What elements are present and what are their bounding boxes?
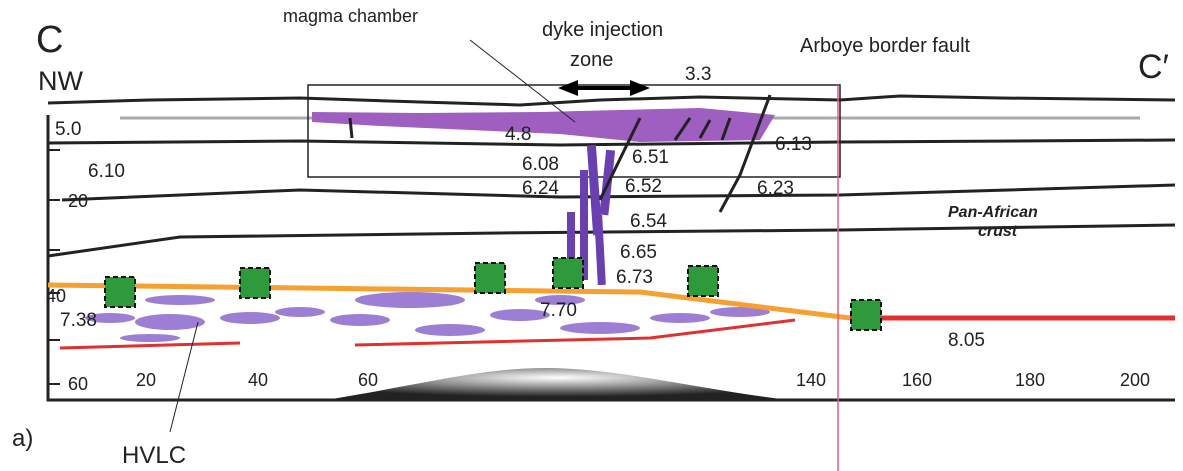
velocity: 6.52 xyxy=(625,176,662,197)
velocity: 6.65 xyxy=(620,242,657,263)
depth-label: 20 xyxy=(68,191,88,211)
velocity: 7.38 xyxy=(60,310,97,331)
hvlc-base xyxy=(60,343,240,348)
leader-line xyxy=(470,40,575,122)
annotation: dyke injection xyxy=(542,19,663,41)
velocity: 6.51 xyxy=(632,147,669,168)
layer-boundary xyxy=(48,140,1175,145)
distance-label: 140 xyxy=(796,370,826,390)
distance-label: 40 xyxy=(248,370,268,390)
velocity: 6.13 xyxy=(775,134,812,155)
distance-label: 20 xyxy=(136,370,156,390)
annotation: Arboye border fault xyxy=(800,35,971,57)
velocity: 8.05 xyxy=(948,330,985,351)
annotation: zone xyxy=(570,49,613,71)
velocity: 6.24 xyxy=(522,178,559,199)
direction: NW xyxy=(38,66,83,96)
velocity: 7.70 xyxy=(540,300,577,321)
section-end: C′ xyxy=(1138,48,1169,86)
gradient-dome xyxy=(325,368,790,400)
distance-label: 60 xyxy=(358,370,378,390)
annotation: Pan-African xyxy=(948,204,1038,221)
panel-label: a) xyxy=(12,425,33,452)
velocity: 6.54 xyxy=(630,211,667,232)
distance-label: 200 xyxy=(1120,370,1150,390)
depth-ticks xyxy=(48,150,60,384)
annotation: HVLC xyxy=(122,442,186,469)
depth-label: 60 xyxy=(68,374,88,394)
distance-label: 180 xyxy=(1015,370,1045,390)
velocity: 6.08 xyxy=(522,154,559,175)
distance-label: 160 xyxy=(902,370,932,390)
cross-section: C NW C′ a) magma chamber dyke injection … xyxy=(0,0,1183,471)
section-start: C xyxy=(36,19,63,61)
annotation: magma chamber xyxy=(283,6,418,26)
layer-boundary xyxy=(62,185,1175,200)
velocity: 6.23 xyxy=(757,178,794,199)
topography xyxy=(48,96,1175,105)
velocity: 5.0 xyxy=(55,119,81,140)
velocity: 6.10 xyxy=(88,161,125,182)
velocity: 4.8 xyxy=(505,124,531,145)
depth-label: 40 xyxy=(46,286,66,306)
velocity: 3.3 xyxy=(685,64,711,85)
annotation: crust xyxy=(978,223,1018,240)
velocity: 6.73 xyxy=(616,267,653,288)
